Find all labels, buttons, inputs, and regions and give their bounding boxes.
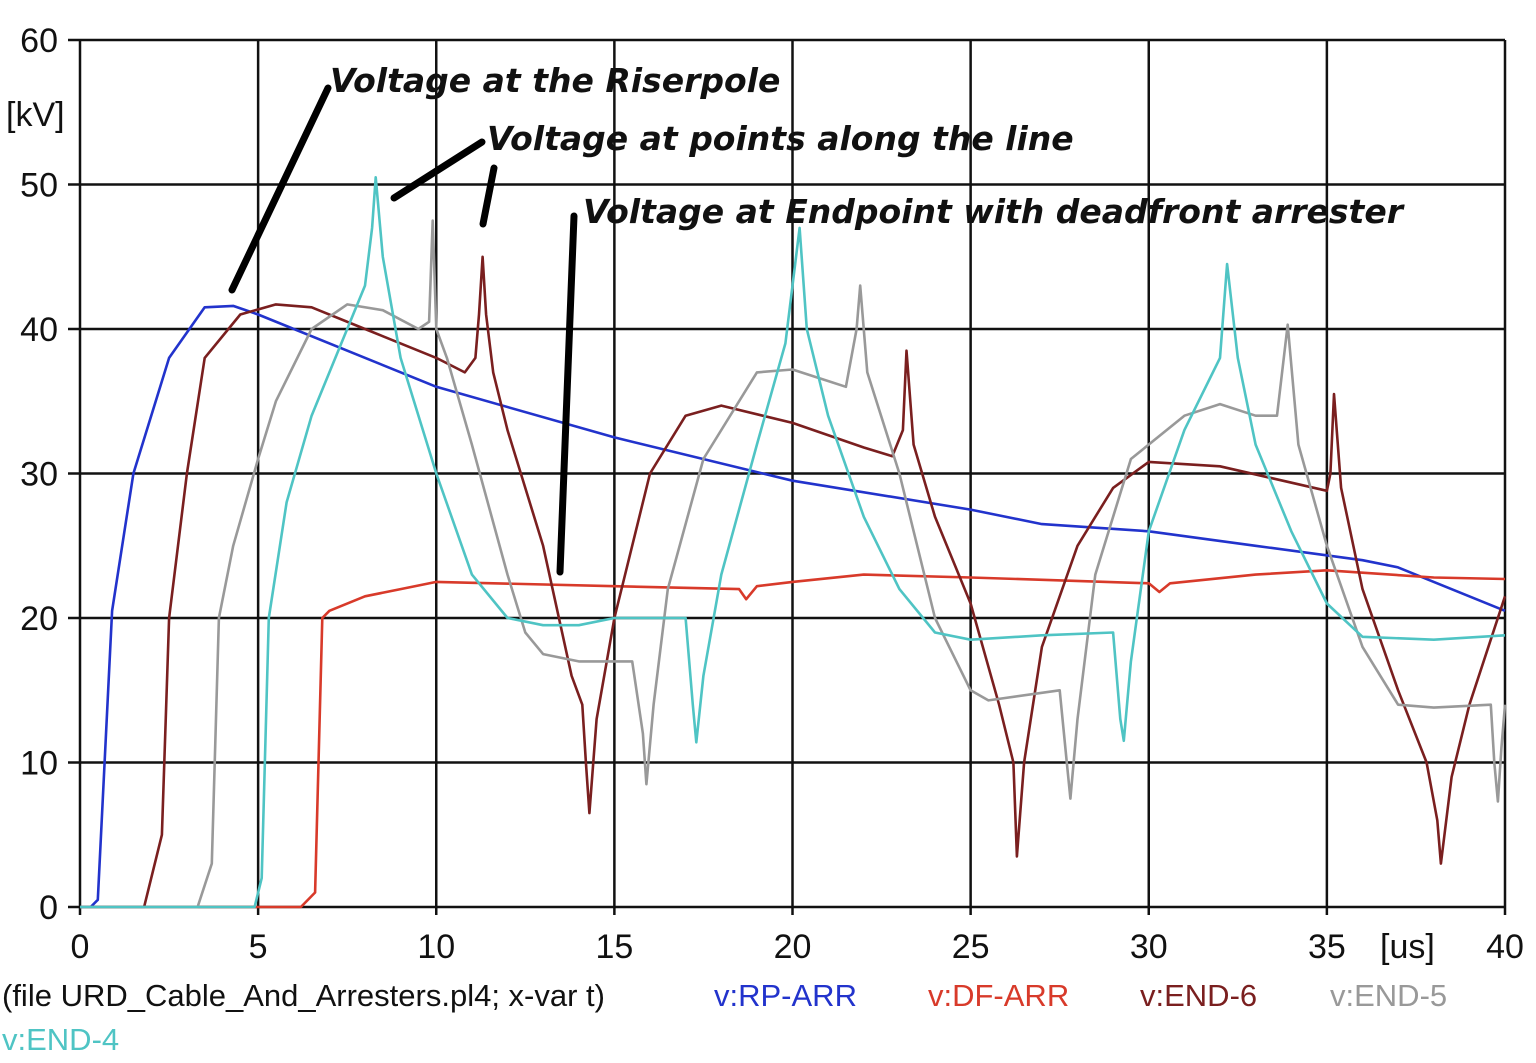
- series-v-rp-arr: [80, 304, 1506, 909]
- legend-end-5: v:END-5: [1330, 978, 1447, 1013]
- x-tick-label: 0: [71, 928, 90, 966]
- tick-labels: 0 5 10 15 20 25 30 35 40 0 10 20 30 40 50 60: [20, 22, 1524, 966]
- y-tick-label: 20: [20, 600, 58, 638]
- grid: [68, 38, 1507, 915]
- legend-end-6: v:END-6: [1140, 978, 1257, 1013]
- x-tick-label: 30: [1130, 928, 1168, 966]
- series-v-end-4: [80, 176, 1506, 909]
- annotation-endpoint: Voltage at Endpoint with deadfront arres…: [583, 192, 1405, 231]
- annotation-pointer: [390, 138, 486, 202]
- series-lines: [80, 176, 1507, 909]
- series-v-end-6: [80, 255, 1507, 909]
- legend-end-4: v:END-4: [2, 1022, 119, 1057]
- y-axis-label: [kV]: [6, 96, 65, 134]
- x-tick-label: 40: [1486, 928, 1524, 966]
- y-tick-label: 10: [20, 745, 58, 783]
- series-v-df-arr: [80, 569, 1506, 909]
- x-axis-label: [us]: [1380, 928, 1435, 966]
- annotation-pointer: [228, 84, 332, 294]
- annotation-pointer: [479, 164, 498, 228]
- x-tick-label: 5: [249, 928, 268, 966]
- x-tick-label: 15: [595, 928, 633, 966]
- annotation-pointer: [556, 212, 578, 576]
- y-tick-label: 0: [39, 889, 58, 927]
- x-tick-label: 35: [1308, 928, 1346, 966]
- annotation-riserpole: Voltage at the Riserpole: [330, 61, 780, 100]
- series-v-end-5: [80, 219, 1507, 909]
- annotations: Voltage at the Riserpole Voltage at poin…: [228, 61, 1405, 576]
- file-caption: (file URD_Cable_And_Arresters.pl4; x-var…: [2, 978, 605, 1013]
- annotation-along-line: Voltage at points along the line: [487, 119, 1074, 158]
- y-tick-label: 40: [20, 311, 58, 349]
- y-tick-label: 50: [20, 167, 58, 205]
- y-tick-label: 30: [20, 456, 58, 494]
- y-tick-label: 60: [20, 22, 58, 60]
- x-tick-label: 20: [774, 928, 812, 966]
- x-tick-label: 10: [417, 928, 455, 966]
- x-tick-label: 25: [952, 928, 990, 966]
- legend-df-arr: v:DF-ARR: [928, 978, 1069, 1013]
- legend: (file URD_Cable_And_Arresters.pl4; x-var…: [2, 978, 1447, 1057]
- legend-rp-arr: v:RP-ARR: [714, 978, 857, 1013]
